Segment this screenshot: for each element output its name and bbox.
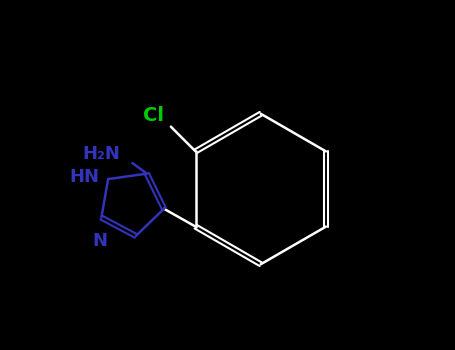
Text: H₂N: H₂N bbox=[83, 145, 121, 163]
Text: Cl: Cl bbox=[143, 106, 164, 125]
Text: HN: HN bbox=[70, 168, 99, 186]
Text: N: N bbox=[92, 232, 107, 250]
